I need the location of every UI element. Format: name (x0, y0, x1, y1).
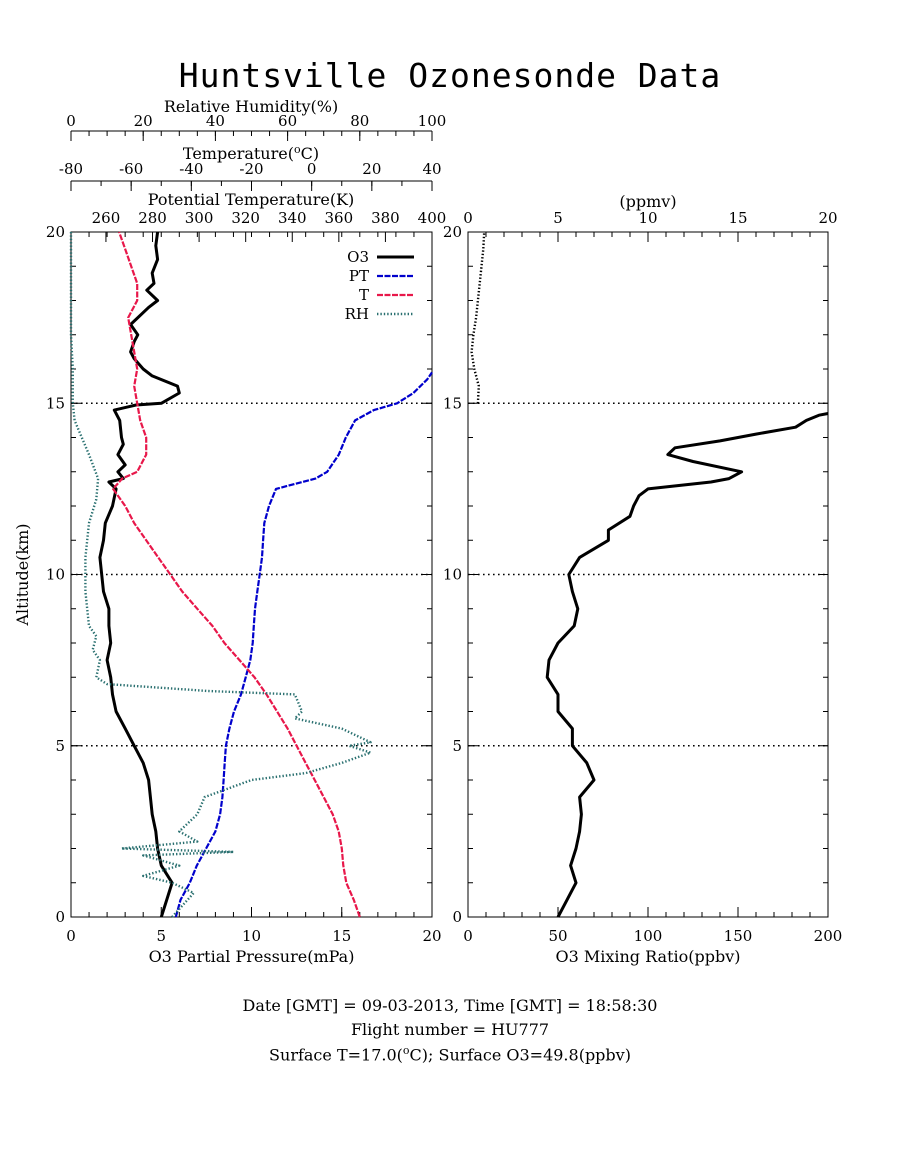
mixing-ratio-axis-title: O3 Mixing Ratio(ppbv) (555, 947, 740, 966)
right-ytick-label: 5 (452, 737, 462, 755)
o3-axis-tick-label: 5 (156, 927, 166, 945)
ppmv-axis-tick-label: 20 (818, 209, 837, 227)
mixing-ratio-axis-tick-label: 0 (463, 927, 473, 945)
pt-axis-tick-label: 340 (278, 209, 307, 227)
footer-degree-sup: o (402, 1044, 410, 1057)
left-ytick-label: 10 (46, 566, 65, 584)
t-axis-tick-label: 40 (422, 160, 441, 178)
series-line-pt (174, 371, 433, 918)
footer-surface-prefix: Surface T=17.0( (269, 1045, 403, 1065)
legend-label-pt: PT (349, 267, 369, 285)
right-ytick-label: 15 (443, 394, 462, 412)
pt-axis-tick-label: 300 (185, 209, 214, 227)
ppmv-axis-tick-label: 15 (728, 209, 747, 227)
rh-axis-tick-label: 0 (66, 112, 76, 130)
pt-axis-tick-label: 400 (418, 209, 447, 227)
left-ytick-label: 0 (55, 908, 65, 926)
legend-label-t: T (359, 286, 369, 304)
o3-axis-tick-label: 10 (242, 927, 261, 945)
pt-axis-tick-label: 280 (138, 209, 167, 227)
t-axis-tick-label: -60 (119, 160, 143, 178)
footer-surface-values: Surface T=17.0(oC); Surface O3=49.8(ppbv… (0, 1044, 900, 1064)
o3-axis-tick-label: 15 (332, 927, 351, 945)
footer-flight-number: Flight number = HU777 (350, 1020, 550, 1039)
rh-axis-tick-label: 20 (134, 112, 153, 130)
series-line-o3-ppmv (470, 231, 486, 404)
mixing-ratio-axis-tick-label: 100 (634, 927, 663, 945)
rh-axis-tick-label: 60 (278, 112, 297, 130)
left-ytick-label: 15 (46, 394, 65, 412)
t-axis-title: Temperature(oC) (183, 143, 319, 163)
rh-axis-tick-label: 100 (418, 112, 447, 130)
rh-axis-title: Relative Humidity(%) (164, 97, 338, 116)
t-axis-tick-label: -20 (239, 160, 263, 178)
legend-label-rh: RH (345, 305, 369, 323)
t-axis-tick-label: 0 (307, 160, 317, 178)
footer-date-time: Date [GMT] = 09-03-2013, Time [GMT] = 18… (242, 996, 658, 1015)
t-axis-tick-label: 20 (362, 160, 381, 178)
ppmv-axis-title: (ppmv) (619, 192, 676, 211)
t-axis-tick-label: -40 (179, 160, 203, 178)
series-line-o3 (98, 231, 181, 918)
pt-axis-tick-label: 380 (371, 209, 400, 227)
rh-axis-tick-label: 40 (206, 112, 225, 130)
rh-axis-tick-label: 80 (350, 112, 369, 130)
right-ytick-label: 0 (452, 908, 462, 926)
mixing-ratio-axis-tick-label: 50 (548, 927, 567, 945)
pt-axis-tick-label: 320 (231, 209, 260, 227)
left-yaxis-title: Altitude(km) (13, 523, 32, 626)
left-ytick-label: 5 (55, 737, 65, 755)
o3-axis-tick-label: 20 (422, 927, 441, 945)
series-line-o3-ppbv (545, 412, 829, 918)
left-ytick-label: 20 (46, 223, 65, 241)
right-ytick-label: 10 (443, 566, 462, 584)
t-axis-tick-label: -80 (59, 160, 83, 178)
right-ytick-label: 20 (443, 223, 462, 241)
mixing-ratio-axis-tick-label: 150 (724, 927, 753, 945)
pt-axis-tick-label: 260 (92, 209, 121, 227)
ppmv-axis-tick-label: 0 (463, 209, 473, 227)
o3-axis-tick-label: 0 (66, 927, 76, 945)
mixing-ratio-axis-tick-label: 200 (814, 927, 843, 945)
chart-title: Huntsville Ozonesonde Data (178, 56, 722, 95)
ppmv-axis-tick-label: 5 (553, 209, 563, 227)
pt-axis-tick-label: 360 (325, 209, 354, 227)
pt-axis-title: Potential Temperature(K) (148, 190, 355, 209)
legend-label-o3: O3 (347, 248, 369, 266)
ppmv-axis-tick-label: 10 (638, 209, 657, 227)
series-line-t (111, 231, 361, 918)
o3-axis-title: O3 Partial Pressure(mPa) (149, 947, 355, 966)
footer-surface-suffix: C); Surface O3=49.8(ppbv) (409, 1045, 631, 1065)
